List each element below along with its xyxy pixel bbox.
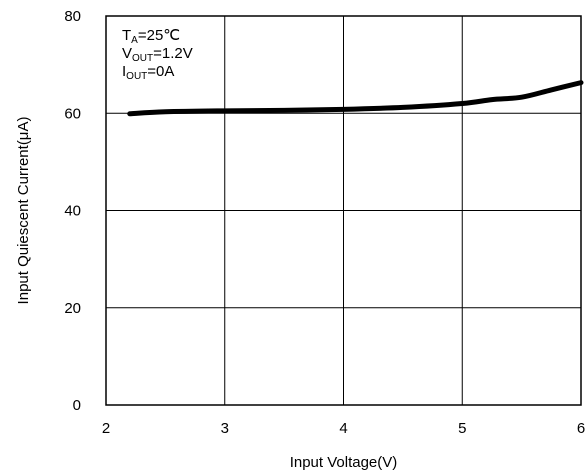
y-tick-label: 80 xyxy=(64,8,81,25)
x-tick-labels: 2 3 4 5 6 xyxy=(102,420,585,437)
x-tick-label: 6 xyxy=(577,420,585,437)
grid-lines xyxy=(105,15,582,406)
condition-label: VOUT=1.2V xyxy=(122,45,193,64)
x-tick-label: 2 xyxy=(102,420,110,437)
y-tick-labels: 0 20 40 60 80 xyxy=(64,8,81,414)
y-axis-label: Input Quiescent Current(μA) xyxy=(15,117,32,305)
plot-frame xyxy=(105,15,582,406)
condition-label: IOUT=0A xyxy=(122,63,174,82)
series-line xyxy=(127,80,584,117)
y-tick-label: 60 xyxy=(64,105,81,122)
x-tick-label: 5 xyxy=(458,420,466,437)
series-layer xyxy=(127,80,584,117)
y-tick-label: 0 xyxy=(73,397,81,414)
condition-label: TA=25℃ xyxy=(122,27,180,46)
x-tick-label: 3 xyxy=(221,420,229,437)
y-tick-label: 40 xyxy=(64,203,81,220)
y-tick-label: 20 xyxy=(64,300,81,317)
x-axis-label: Input Voltage(V) xyxy=(290,454,398,471)
x-tick-label: 4 xyxy=(339,420,347,437)
